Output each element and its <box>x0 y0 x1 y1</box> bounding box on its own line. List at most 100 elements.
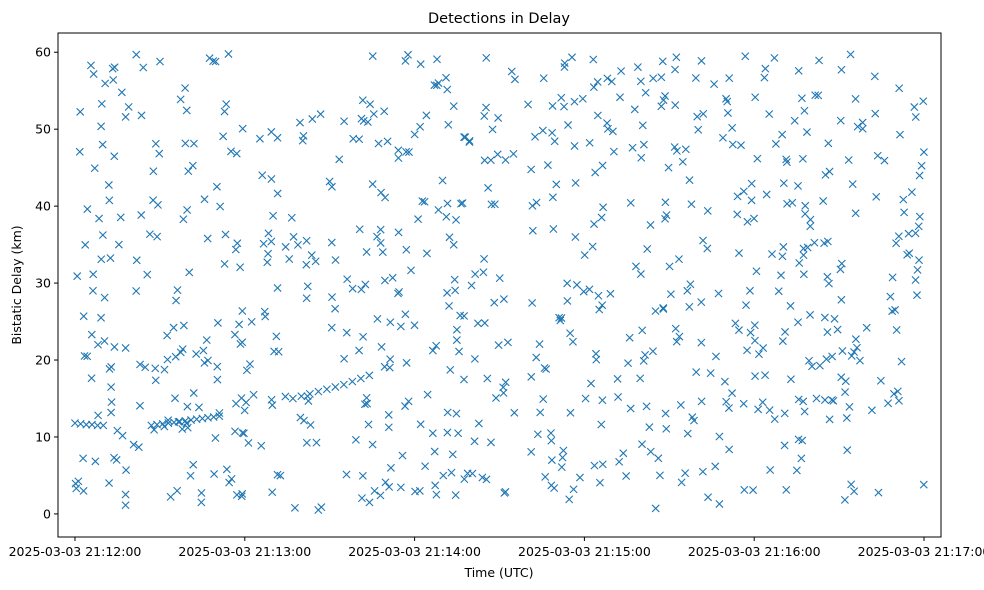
data-point <box>449 240 458 249</box>
data-point <box>290 503 299 512</box>
data-point <box>394 228 403 237</box>
data-point <box>109 75 118 84</box>
data-point <box>185 268 194 277</box>
data-point <box>166 492 175 501</box>
data-point <box>919 148 928 157</box>
data-point <box>487 200 496 209</box>
data-point <box>913 291 921 300</box>
data-point <box>445 301 454 310</box>
data-point <box>482 53 491 62</box>
data-point <box>311 257 320 266</box>
data-point <box>95 214 104 223</box>
data-point <box>233 239 242 248</box>
data-point <box>398 451 407 460</box>
data-point <box>895 130 904 139</box>
data-point <box>480 254 489 263</box>
data-point <box>137 211 146 220</box>
data-point <box>359 332 368 341</box>
data-point <box>731 319 740 328</box>
data-point <box>465 138 474 147</box>
data-point <box>149 167 158 176</box>
data-point <box>778 130 787 139</box>
data-point <box>507 67 516 76</box>
data-point <box>639 140 648 149</box>
data-point <box>681 145 690 154</box>
x-axis-label: Time (UTC) <box>463 565 533 580</box>
data-point <box>189 139 198 148</box>
data-point <box>625 333 634 342</box>
data-point <box>698 467 707 476</box>
data-point <box>728 140 737 149</box>
data-point <box>421 462 430 471</box>
data-point <box>665 262 674 271</box>
data-point <box>754 405 763 414</box>
data-point <box>182 106 191 115</box>
data-point <box>416 122 425 131</box>
data-point <box>459 375 468 384</box>
data-point <box>889 389 898 398</box>
data-point <box>488 125 497 134</box>
data-point <box>750 214 759 223</box>
data-point <box>451 286 460 295</box>
data-point <box>222 100 231 109</box>
data-point <box>380 362 389 371</box>
data-point <box>714 289 723 298</box>
data-point <box>657 73 666 82</box>
data-point <box>200 195 209 204</box>
data-point <box>646 220 655 229</box>
data-point <box>800 106 809 115</box>
data-point <box>874 488 883 497</box>
y-tick-label: 10 <box>35 429 51 444</box>
data-point <box>628 143 637 152</box>
data-point <box>606 289 615 298</box>
data-point <box>380 107 389 116</box>
x-tick-label: 2025-03-03 21:15:00 <box>518 544 651 559</box>
data-point <box>432 341 441 350</box>
data-point <box>917 161 926 170</box>
data-point <box>836 116 845 125</box>
data-point <box>790 116 799 125</box>
data-point <box>919 97 928 106</box>
data-point <box>745 286 754 295</box>
data-point <box>557 93 566 102</box>
data-point <box>617 67 626 76</box>
data-point <box>75 147 84 156</box>
data-point <box>463 469 472 478</box>
data-point <box>216 202 225 211</box>
data-point <box>171 352 180 361</box>
data-point <box>141 363 150 372</box>
data-point <box>153 232 162 241</box>
data-point <box>538 126 547 135</box>
data-point <box>433 55 441 64</box>
data-point <box>804 356 813 365</box>
data-point <box>893 387 902 396</box>
data-point <box>888 307 897 316</box>
y-tick-label: 40 <box>35 199 51 214</box>
data-point <box>438 176 447 185</box>
data-point <box>73 272 82 281</box>
data-point <box>172 296 181 305</box>
data-point <box>678 157 687 166</box>
data-point <box>568 337 577 346</box>
data-point <box>704 493 713 502</box>
data-point <box>872 192 881 201</box>
data-point <box>724 404 733 413</box>
data-point <box>747 179 756 188</box>
data-point <box>658 57 667 66</box>
data-point <box>289 232 298 241</box>
data-point <box>273 133 282 142</box>
data-point <box>672 337 681 346</box>
data-point <box>806 310 815 319</box>
data-point <box>697 298 706 307</box>
data-point <box>759 344 768 353</box>
data-point <box>410 321 419 330</box>
data-point <box>402 147 411 156</box>
data-point <box>722 397 731 406</box>
data-point <box>156 57 164 66</box>
data-point <box>366 100 375 109</box>
data-point <box>685 176 694 185</box>
data-point <box>264 249 273 258</box>
data-point <box>160 365 169 374</box>
data-point <box>750 321 759 330</box>
y-tick-label: 0 <box>43 506 51 521</box>
